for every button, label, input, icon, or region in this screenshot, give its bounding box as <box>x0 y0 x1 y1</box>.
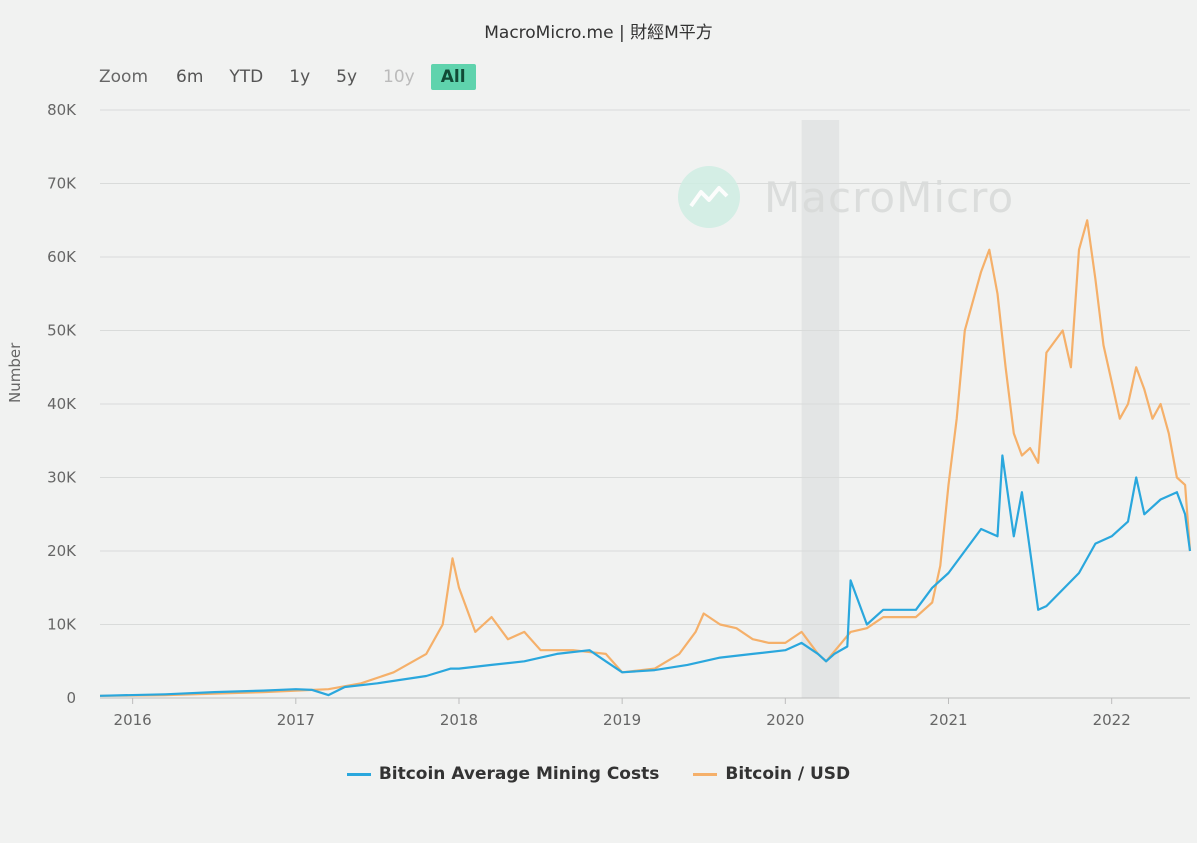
legend-label-mining-costs: Bitcoin Average Mining Costs <box>378 764 660 784</box>
x-tick-label: 2018 <box>440 711 478 729</box>
legend-swatch-btc-usd <box>693 772 718 776</box>
legend-swatch-mining-costs <box>346 772 371 776</box>
x-tick-label: 2020 <box>766 711 804 729</box>
legend-label-btc-usd: Bitcoin / USD <box>725 764 851 784</box>
y-tick-label: 30K <box>47 469 77 487</box>
legend: Bitcoin Average Mining Costs Bitcoin / U… <box>0 764 1197 784</box>
legend-item-btc-usd[interactable]: Bitcoin / USD <box>693 764 850 784</box>
legend-item-mining-costs[interactable]: Bitcoin Average Mining Costs <box>346 764 660 784</box>
x-tick-label: 2016 <box>114 711 152 729</box>
y-tick-label: 70K <box>47 175 77 193</box>
series-line-mining-costs <box>99 454 1192 697</box>
zoom-6m-button[interactable]: 6m <box>176 67 204 87</box>
zoom-1y-button[interactable]: 1y <box>289 67 311 87</box>
zoom-ytd-button[interactable]: YTD <box>229 67 264 87</box>
x-tick-label: 2022 <box>1093 711 1131 729</box>
y-tick-label: 0 <box>66 689 76 707</box>
y-tick-label: 20K <box>47 542 77 560</box>
watermark: MacroMicro <box>678 166 1014 228</box>
watermark-text: MacroMicro <box>764 172 1015 222</box>
page-title: MacroMicro.me | 財經M平方 <box>484 23 713 43</box>
x-tick-label: 2021 <box>929 711 967 729</box>
series-line-btc-usd <box>99 219 1192 697</box>
x-tick-label: 2017 <box>277 711 315 729</box>
zoom-10y-button[interactable]: 10y <box>383 67 415 87</box>
x-tick-label: 2019 <box>603 711 641 729</box>
shaded-period-band <box>801 120 840 698</box>
zoom-bar: Zoom 6m YTD 1y 5y 10y All <box>99 64 482 90</box>
macromicro-logo-icon <box>678 166 740 228</box>
zoom-5y-button[interactable]: 5y <box>336 67 358 87</box>
zoom-label: Zoom <box>99 67 149 87</box>
y-tick-label: 80K <box>47 101 77 119</box>
y-tick-label: 10K <box>47 616 77 634</box>
zoom-all-button[interactable]: All <box>430 64 476 90</box>
y-tick-label: 50K <box>47 322 77 340</box>
y-tick-label: 40K <box>47 395 77 413</box>
y-tick-label: 60K <box>47 248 77 266</box>
